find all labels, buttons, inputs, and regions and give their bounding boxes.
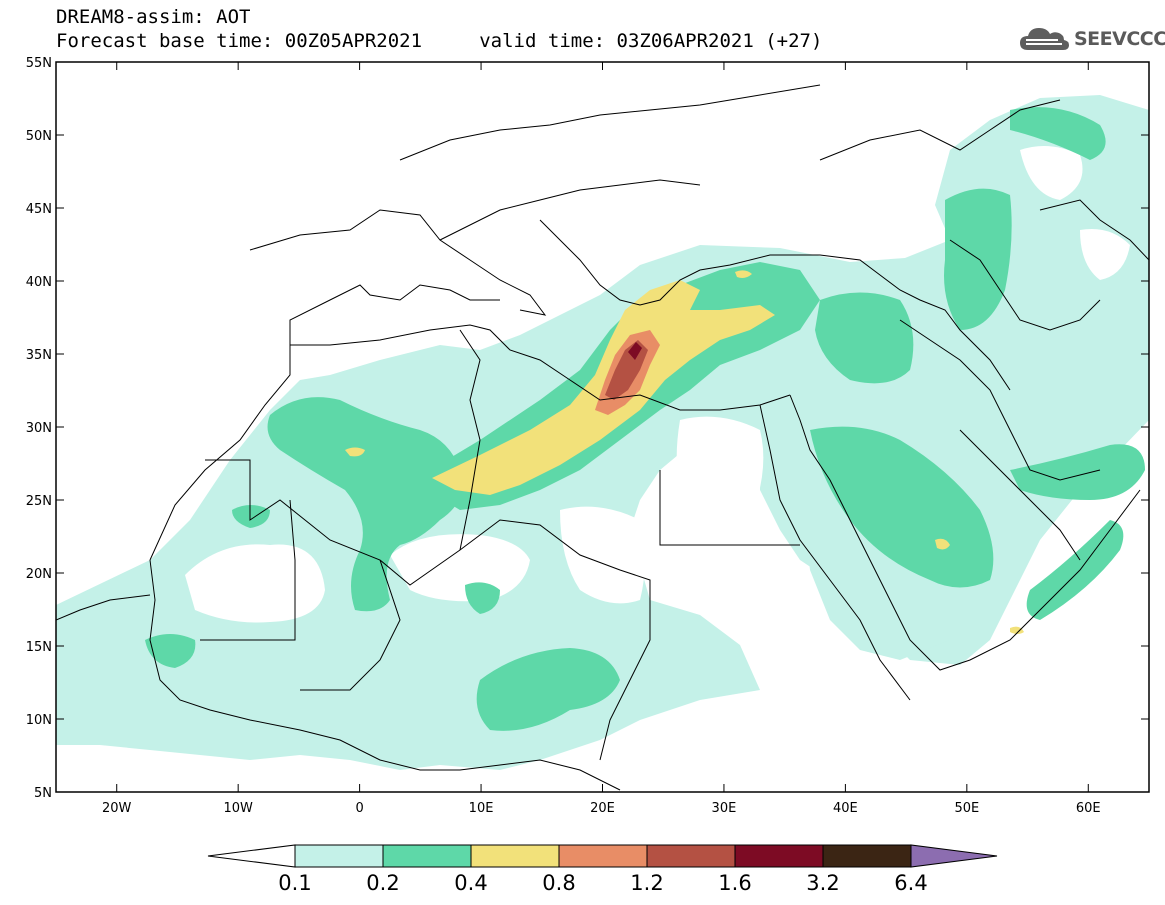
lon-tick-label: 20E (590, 801, 615, 816)
colorbar-swatch (646, 844, 736, 868)
latitude-axis: 55N 50N 45N 40N 35N 30N 25N 20N 15N 10N 5N (26, 56, 1149, 801)
lon-tick-label: 50E (954, 801, 979, 816)
lat-tick-label: 50N (26, 129, 52, 144)
colorbar-label: 0.4 (454, 871, 487, 895)
lon-tick-label: 60E (1076, 801, 1101, 816)
lon-tick-label: 10W (223, 801, 253, 816)
cloud-icon (1020, 28, 1069, 50)
lon-tick-label: 0 (355, 801, 363, 816)
colorbar-label: 1.2 (630, 871, 663, 895)
aot-level-1.6 (628, 342, 642, 360)
lat-tick-label: 15N (26, 640, 52, 655)
lat-tick-label: 5N (34, 786, 52, 801)
lat-tick-label: 25N (26, 494, 52, 509)
lat-tick-label: 55N (26, 56, 52, 71)
lat-tick-label: 45N (26, 202, 52, 217)
colorbar-swatch (558, 844, 648, 868)
longitude-axis: 20W 10W 0 10E 20E 30E 40E 50E 60E (102, 62, 1101, 816)
lon-tick-label: 30E (712, 801, 737, 816)
logo-text: SEEVCCC (1074, 28, 1165, 50)
seevccc-logo: SEEVCCC (1018, 22, 1165, 56)
colorbar-swatch (822, 844, 912, 868)
lat-tick-label: 40N (26, 275, 52, 290)
colorbar-swatch (734, 844, 824, 868)
lon-tick-label: 20W (102, 801, 132, 816)
lat-tick-label: 35N (26, 348, 52, 363)
lon-tick-label: 40E (833, 801, 858, 816)
colorbar-arrow-low (207, 844, 296, 868)
colorbar-label: 3.2 (806, 871, 839, 895)
colorbar-swatch (382, 844, 472, 868)
colorbar-label: 0.8 (542, 871, 575, 895)
colorbar-label: 0.2 (366, 871, 399, 895)
colorbar-swatch (294, 844, 384, 868)
aot-holes (185, 146, 1130, 623)
colorbar-label: 0.1 (278, 871, 311, 895)
colorbar-swatch (470, 844, 560, 868)
country-borders (56, 84, 1149, 791)
colorbar-label: 6.4 (894, 871, 927, 895)
colorbar-label: 1.6 (718, 871, 751, 895)
lat-tick-label: 10N (26, 713, 52, 728)
map-subtitle-times: Forecast base time: 00Z05APR2021 valid t… (56, 30, 823, 52)
lat-tick-label: 30N (26, 421, 52, 436)
aot-field (56, 84, 1149, 791)
colorbar: 0.1 0.2 0.4 0.8 1.2 1.6 3.2 6.4 (207, 844, 998, 895)
map-title: DREAM8-assim: AOT (56, 6, 251, 28)
colorbar-arrow-high (910, 844, 998, 868)
lat-tick-label: 20N (26, 567, 52, 582)
lon-tick-label: 10E (469, 801, 494, 816)
